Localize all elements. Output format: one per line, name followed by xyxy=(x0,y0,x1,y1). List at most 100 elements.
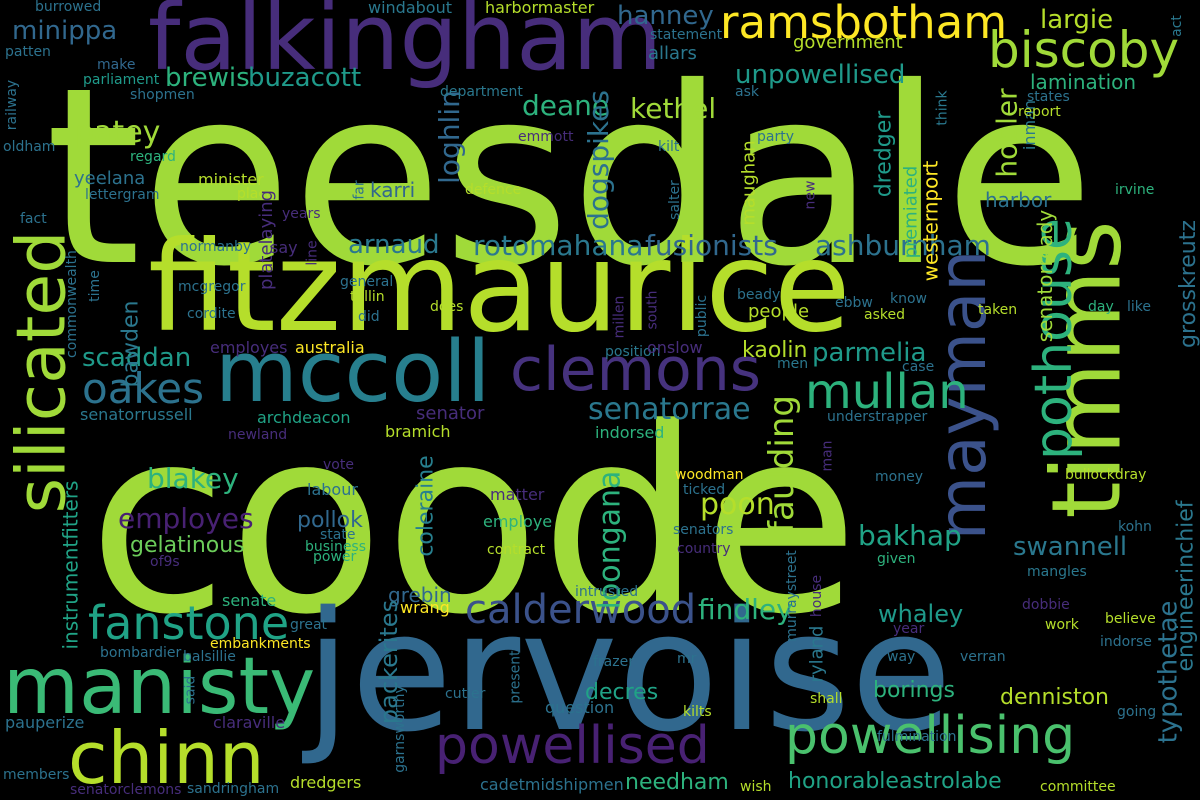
cloud-word: say xyxy=(270,238,298,257)
cloud-word: chinn xyxy=(68,716,265,800)
cloud-word: cordite xyxy=(187,306,236,322)
cloud-word: needham xyxy=(625,770,729,795)
cloud-word: position xyxy=(605,344,661,360)
cloud-word: states xyxy=(1027,89,1070,105)
cloud-word: railway xyxy=(4,79,21,131)
cloud-word: falkingham xyxy=(148,0,663,91)
cloud-word: powellised xyxy=(435,716,710,776)
cloud-word: onslow xyxy=(647,338,703,357)
cloud-word: senator xyxy=(416,403,485,424)
cloud-word: south xyxy=(644,289,661,330)
cloud-word: verran xyxy=(960,649,1006,665)
cloud-word: wish xyxy=(740,779,772,795)
cloud-word: dobbie xyxy=(1022,597,1070,613)
cloud-word: yeelana xyxy=(74,168,146,189)
cloud-word: department xyxy=(440,84,523,100)
cloud-word: frazer xyxy=(593,654,634,670)
cloud-word: windabout xyxy=(368,0,452,17)
cloud-word: present xyxy=(507,649,524,704)
cloud-word: ramsbotham xyxy=(720,0,1008,49)
cloud-word: westernport xyxy=(917,160,942,281)
cloud-word: balsillie xyxy=(183,649,236,665)
cloud-word: of9s xyxy=(150,554,180,570)
cloud-word: country xyxy=(677,541,731,557)
cloud-word: salter xyxy=(666,180,683,220)
cloud-word: woodman xyxy=(675,467,744,483)
cloud-word: statement xyxy=(650,27,723,43)
cloud-word: public xyxy=(694,294,711,338)
cloud-word: case xyxy=(902,359,935,375)
cloud-word: parliament xyxy=(83,72,160,88)
cloud-word: pauperize xyxy=(5,713,85,732)
cloud-word: decres xyxy=(585,680,659,705)
cloud-word: man xyxy=(819,439,836,472)
cloud-word: teesdale xyxy=(45,35,1095,320)
cloud-word: dredger xyxy=(870,110,896,197)
cloud-word: harbor xyxy=(985,188,1052,212)
cloud-word: hanney xyxy=(617,1,714,31)
cloud-word: coode xyxy=(88,374,859,671)
cloud-word: day xyxy=(1088,299,1114,315)
cloud-word: loghlin xyxy=(432,90,466,184)
cloud-word: senatorrae xyxy=(588,392,751,427)
cloud-word: think xyxy=(934,89,951,126)
cloud-word: regard xyxy=(130,149,176,165)
cloud-word: ticked xyxy=(683,482,726,498)
cloud-word: lamination xyxy=(1030,70,1137,94)
cloud-word: labour xyxy=(307,480,358,499)
cloud-word: whaley xyxy=(878,600,964,628)
cloud-word: irvine xyxy=(1115,182,1155,198)
cloud-word: premiated xyxy=(899,165,921,258)
cloud-word: mullan xyxy=(805,364,969,420)
cloud-word: unpowellised xyxy=(735,60,906,90)
cloud-word: fulmination xyxy=(877,729,957,745)
cloud-word: garnsworthy xyxy=(391,685,408,773)
cloud-word: swannell xyxy=(1013,532,1128,562)
cloud-word: poon xyxy=(700,487,775,522)
cloud-word: grebin xyxy=(388,583,452,607)
cloud-word: archdeacon xyxy=(257,408,351,427)
cloud-word: does xyxy=(430,299,464,315)
cloud-word: like xyxy=(1127,299,1152,315)
cloud-word: new xyxy=(801,180,818,209)
cloud-word: kethel xyxy=(630,92,717,125)
cloud-word: honorableastrolabe xyxy=(788,769,1002,794)
cloud-word: years xyxy=(282,206,321,222)
cloud-word: know xyxy=(890,291,927,307)
cloud-word: engineerinchief xyxy=(1173,499,1199,672)
cloud-word: senatorclemons xyxy=(70,782,182,798)
cloud-word: shopmen xyxy=(130,87,195,103)
cloud-word: findley xyxy=(698,593,793,626)
cloud-word: biscoby xyxy=(988,21,1180,79)
cloud-word: senate xyxy=(222,591,277,610)
cloud-word: dogspikes xyxy=(581,90,615,230)
cloud-word: oakes xyxy=(82,364,204,413)
cloud-word: kilts xyxy=(683,704,712,720)
cloud-word: clemons xyxy=(510,335,762,405)
cloud-word: senatorrussell xyxy=(80,405,193,424)
cloud-word: house xyxy=(809,574,826,618)
cloud-word: employes xyxy=(210,338,288,357)
cloud-word: time xyxy=(86,270,103,302)
cloud-word: fanstone xyxy=(88,596,290,650)
cloud-word: contract xyxy=(487,542,546,558)
cloud-word: newland xyxy=(228,427,288,443)
cloud-word: far xyxy=(351,179,368,200)
cloud-word: place xyxy=(237,186,275,202)
cloud-word: commonwealth xyxy=(63,250,80,358)
cloud-word: people xyxy=(748,301,810,322)
cloud-word: calderwood xyxy=(465,587,697,633)
cloud-word: committee xyxy=(1040,779,1116,795)
cloud-word: state xyxy=(320,527,356,543)
cloud-word: blakey xyxy=(147,462,239,495)
cloud-word: australia xyxy=(295,338,365,357)
cloud-word: harbormaster xyxy=(485,0,595,17)
cloud-word: patey xyxy=(75,115,161,150)
cloud-word: emmott xyxy=(518,129,574,145)
cloud-word: matter xyxy=(490,485,545,504)
cloud-word: understrapper xyxy=(827,409,928,425)
cloud-word: believe xyxy=(1105,611,1156,627)
cloud-word: embankments xyxy=(210,636,311,652)
cloud-word: indorsed xyxy=(595,423,665,442)
cloud-word: patten xyxy=(5,44,51,60)
